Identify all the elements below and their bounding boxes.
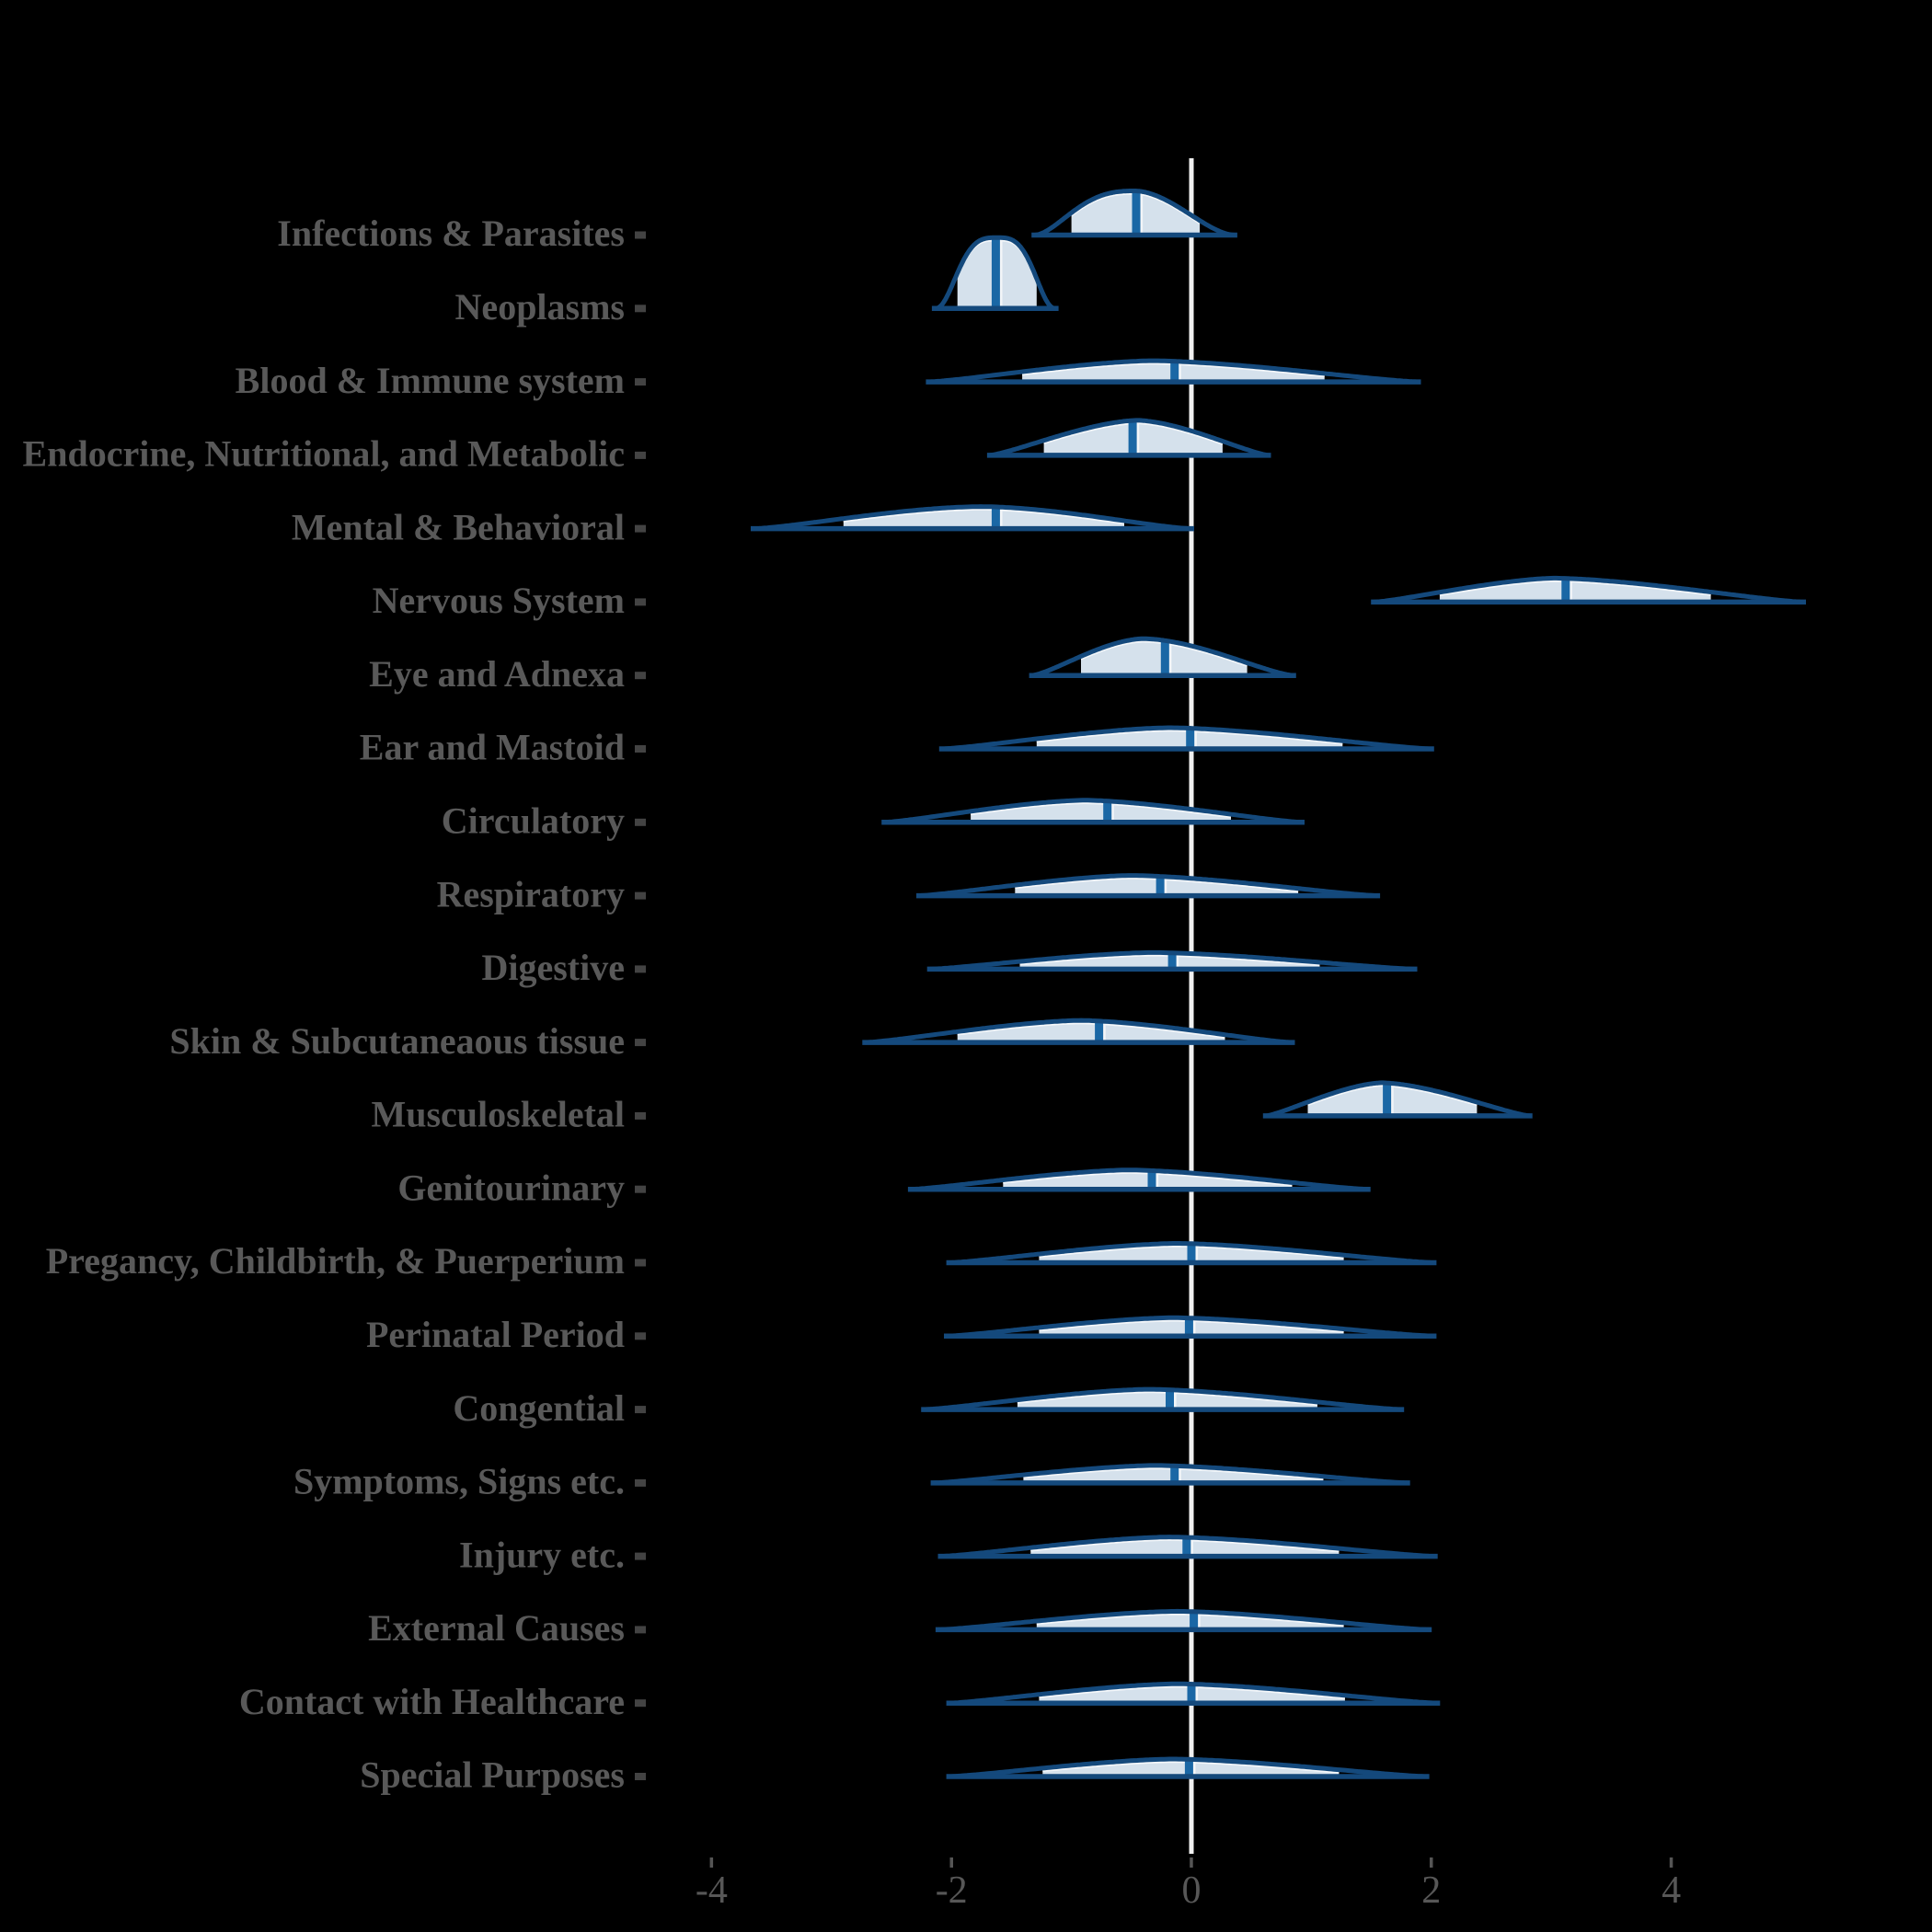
svg-text:-2: -2 xyxy=(936,1869,968,1912)
svg-text:2: 2 xyxy=(1421,1869,1441,1912)
svg-text:Congential: Congential xyxy=(453,1387,625,1429)
svg-text:Genitourinary: Genitourinary xyxy=(397,1167,625,1208)
svg-text:External Causes: External Causes xyxy=(368,1607,625,1649)
svg-text:Digestive: Digestive xyxy=(481,947,625,988)
svg-text:Symptoms, Signs etc.: Symptoms, Signs etc. xyxy=(293,1461,625,1502)
svg-text:Nervous System: Nervous System xyxy=(373,580,625,621)
svg-text:Neoplasms: Neoplasms xyxy=(455,286,625,328)
svg-text:4: 4 xyxy=(1662,1869,1681,1912)
svg-text:Endocrine, Nutritional, and Me: Endocrine, Nutritional, and Metabolic xyxy=(23,433,625,475)
svg-text:Skin & Subcutaneaous tissue: Skin & Subcutaneaous tissue xyxy=(169,1020,625,1062)
svg-text:Mental & Behavioral: Mental & Behavioral xyxy=(292,506,625,547)
svg-text:Musculoskeletal: Musculoskeletal xyxy=(371,1094,625,1135)
svg-text:Eye and Adnexa: Eye and Adnexa xyxy=(369,653,625,695)
svg-text:Circulatory: Circulatory xyxy=(442,800,625,842)
svg-text:-4: -4 xyxy=(696,1869,728,1912)
svg-text:0: 0 xyxy=(1182,1869,1202,1912)
svg-text:Infections & Parasites: Infections & Parasites xyxy=(277,213,625,254)
svg-text:Injury etc.: Injury etc. xyxy=(459,1534,625,1575)
svg-text:Ear and Mastoid: Ear and Mastoid xyxy=(360,727,625,768)
svg-text:Special Purposes: Special Purposes xyxy=(360,1754,625,1796)
svg-text:Respiratory: Respiratory xyxy=(437,873,625,914)
svg-text:Perinatal Period: Perinatal Period xyxy=(366,1314,625,1355)
svg-text:Pregancy, Childbirth, & Puerpe: Pregancy, Childbirth, & Puerperium xyxy=(46,1240,625,1282)
svg-text:Blood & Immune system: Blood & Immune system xyxy=(236,360,625,401)
svg-text:Contact with Healthcare: Contact with Healthcare xyxy=(239,1681,625,1722)
